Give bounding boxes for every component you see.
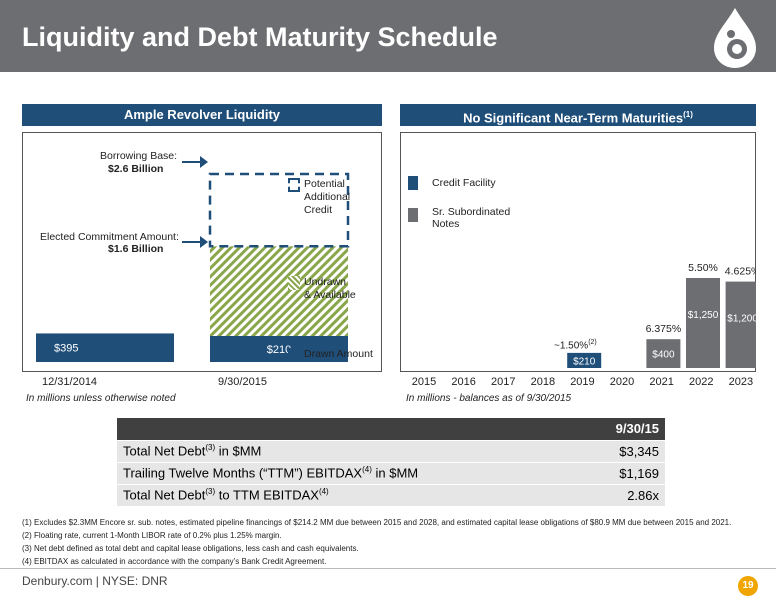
footnote-4: (4) EBITDAX as calculated in accordance … bbox=[22, 557, 327, 566]
drawn-bar bbox=[36, 333, 174, 362]
x-tick-label: 2018 bbox=[530, 376, 556, 388]
summary-header-date: 9/30/15 bbox=[515, 418, 665, 441]
coupon-rate-label: 6.375% bbox=[646, 323, 682, 335]
table-row-value: $3,345 bbox=[515, 440, 665, 463]
legend-notes-line1: Sr. Subordinated bbox=[432, 206, 511, 218]
rate-label-2019: ~1.50%(2) bbox=[554, 339, 597, 351]
legend-potential-line3: Credit bbox=[304, 204, 333, 216]
legend-drawn-label: Drawn Amount bbox=[304, 348, 373, 360]
drawn-bar-label: $210 bbox=[267, 344, 291, 356]
annotation-arrows bbox=[182, 156, 208, 248]
page-title: Liquidity and Debt Maturity Schedule bbox=[22, 22, 498, 52]
drawn-bar-label: $395 bbox=[54, 343, 78, 355]
footnote-2: (2) Floating rate, current 1-Month LIBOR… bbox=[22, 531, 282, 540]
company-logo-icon bbox=[714, 8, 756, 68]
rate-label-2019-main: ~1.50% bbox=[554, 340, 589, 352]
legend-credit-label: Credit Facility bbox=[432, 177, 496, 189]
drawn-bar bbox=[210, 336, 348, 362]
right-section-header: No Significant Near-Term Maturities(1) bbox=[400, 104, 756, 126]
bar-value-label: $210 bbox=[573, 356, 596, 367]
table-row-label: Total Net Debt(3) to TTM EBITDAX(4) bbox=[117, 484, 515, 507]
x-tick-label: 2019 bbox=[570, 376, 595, 388]
maturity-chart: $210 $400 6.375% $1,250 5.50% $1,200 4.625% bbox=[567, 262, 756, 368]
left-x-label-2014: 12/31/2014 bbox=[42, 376, 98, 388]
left-section-header: Ample Revolver Liquidity bbox=[22, 104, 382, 126]
bar-value-label: $400 bbox=[652, 350, 675, 361]
right-section-header-sup: (1) bbox=[683, 110, 693, 119]
x-tick-label: 2020 bbox=[609, 376, 635, 388]
rate-label-2019-sup: (2) bbox=[588, 339, 597, 346]
x-tick-label: 2022 bbox=[689, 376, 714, 388]
legend-drawn-swatch bbox=[288, 348, 300, 362]
potential-credit-bar bbox=[208, 172, 350, 248]
bar-value-label: $1,200 bbox=[727, 314, 756, 325]
title-bar bbox=[0, 0, 776, 72]
footer-divider bbox=[0, 568, 776, 569]
legend-notes-line2: Notes bbox=[432, 218, 460, 230]
footnote-3: (3) Net debt defined as total debt and c… bbox=[22, 544, 359, 553]
table-row-value: 2.86x bbox=[515, 484, 665, 507]
footnotes: (1) Excludes $2.3MM Encore sr. sub. note… bbox=[22, 516, 731, 568]
table-row-value: $1,169 bbox=[515, 462, 665, 485]
legend-undrawn-swatch bbox=[288, 276, 300, 290]
legend-potential-line1: Potential bbox=[304, 178, 345, 190]
legend-potential-swatch bbox=[288, 178, 300, 192]
summary-header-row: 9/30/15 bbox=[117, 418, 665, 441]
legend-credit-swatch bbox=[408, 176, 418, 190]
page-number: 19 bbox=[738, 576, 758, 596]
x-tick-label: 2015 bbox=[411, 376, 437, 388]
footnote-1: (1) Excludes $2.3MM Encore sr. sub. note… bbox=[22, 518, 732, 527]
right-section-header-text: No Significant Near-Term Maturities bbox=[463, 110, 684, 126]
summary-table: 9/30/15 Total Net Debt(3) in $MM $3,345 … bbox=[117, 418, 665, 507]
revolver-chart-frame bbox=[22, 132, 382, 372]
borrowing-base-label: Borrowing Base: bbox=[100, 150, 178, 162]
coupon-rate-label: 4.625% bbox=[725, 266, 756, 278]
table-row: Trailing Twelve Months (“TTM”) EBITDAX(4… bbox=[117, 462, 665, 485]
borrowing-base-value: $2.6 Billion bbox=[108, 163, 164, 175]
notes-bar bbox=[725, 281, 756, 368]
legend-notes-swatch bbox=[408, 208, 418, 222]
x-tick-label: 2023 bbox=[728, 376, 754, 388]
left-x-label-2015: 9/30/2015 bbox=[218, 376, 267, 388]
summary-header-blank bbox=[117, 418, 515, 441]
footer-text: Denbury.com | NYSE: DNR bbox=[22, 574, 168, 588]
x-tick-label: 2016 bbox=[451, 376, 476, 388]
table-row-label: Total Net Debt(3) in $MM bbox=[117, 440, 515, 463]
legend-undrawn-line2: & Available bbox=[304, 289, 356, 301]
undrawn-bar bbox=[210, 246, 348, 336]
x-tick-label: 2017 bbox=[491, 376, 516, 388]
credit-facility-bar bbox=[567, 352, 602, 368]
maturity-chart-frame bbox=[400, 132, 756, 372]
notes-bar bbox=[686, 278, 720, 368]
table-row: Total Net Debt(3) to TTM EBITDAX(4) 2.86… bbox=[117, 484, 665, 507]
revolver-chart: $395 $210 bbox=[36, 172, 350, 362]
table-row-label: Trailing Twelve Months (“TTM”) EBITDAX(4… bbox=[117, 462, 515, 485]
bar-value-label: $1,250 bbox=[688, 310, 719, 321]
coupon-rate-label: 5.50% bbox=[688, 262, 718, 274]
commitment-label: Elected Commitment Amount: bbox=[40, 231, 179, 243]
legend-potential-line2: Additional bbox=[304, 191, 351, 203]
x-tick-label: 2021 bbox=[649, 376, 674, 388]
right-note: In millions - balances as of 9/30/2015 bbox=[406, 393, 572, 404]
legend-undrawn-line1: Undrawn bbox=[304, 276, 347, 288]
left-note: In millions unless otherwise noted bbox=[26, 393, 176, 404]
table-row: Total Net Debt(3) in $MM $3,345 bbox=[117, 440, 665, 463]
commitment-value: $1.6 Billion bbox=[108, 243, 164, 255]
notes-bar bbox=[646, 339, 681, 368]
